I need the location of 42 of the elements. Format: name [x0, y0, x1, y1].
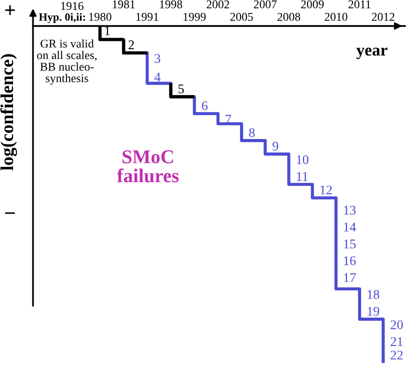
- annotation: 17: [344, 273, 356, 282]
- x-tick-label: 2012: [372, 12, 394, 21]
- x-tick-label: 2009: [301, 0, 324, 8]
- annotation: 16: [344, 256, 356, 266]
- x-tick-label: 2011: [348, 0, 370, 8]
- annotation: 5: [178, 84, 184, 94]
- annotation: 6: [202, 101, 208, 110]
- annotation: 15: [344, 240, 356, 248]
- annotation: 11: [296, 172, 308, 181]
- annotation: 22: [390, 350, 403, 360]
- annotation: 4: [154, 72, 161, 82]
- annotation: 20: [390, 320, 403, 330]
- x-tick-label: 1991: [136, 12, 158, 21]
- annotation: 10: [296, 155, 308, 164]
- annotation: 9: [272, 142, 278, 151]
- annotation: 18: [368, 290, 380, 299]
- annotation: 8: [249, 128, 255, 138]
- annotation: 21: [390, 337, 403, 346]
- x-tick-label: 1980: [89, 12, 112, 21]
- x-tick-label: 2005: [230, 12, 253, 21]
- annotation: 14: [344, 222, 356, 232]
- text: −: [5, 212, 15, 214]
- x-tick-label: 2002: [206, 0, 230, 8]
- y-axis-title: log(confidence): [0, 54, 17, 170]
- text: Hyp. 0i,ii:: [38, 12, 86, 24]
- x-tick-label: 2010: [324, 12, 348, 21]
- annotation: 1: [105, 26, 110, 36]
- annotation: GR is valid on all scales, BB nucleo- synthesis: [37, 39, 97, 85]
- annotation: SMoC failures: [116, 150, 179, 182]
- annotation: 19: [368, 306, 380, 316]
- x-axis-title: year: [356, 48, 388, 60]
- x-tick-label: 1998: [160, 0, 182, 8]
- annotation: 3: [154, 54, 160, 64]
- annotation: 13: [344, 206, 356, 215]
- x-tick-label: 1999: [184, 12, 206, 21]
- text: +: [5, 5, 15, 15]
- x-tick-label: 2007: [254, 0, 277, 8]
- x-tick-label: 2008: [278, 12, 300, 21]
- text: 1916: [61, 2, 84, 10]
- annotation: 12: [320, 186, 332, 194]
- annotation: 2: [128, 40, 134, 50]
- x-tick-label: 1981: [112, 0, 135, 8]
